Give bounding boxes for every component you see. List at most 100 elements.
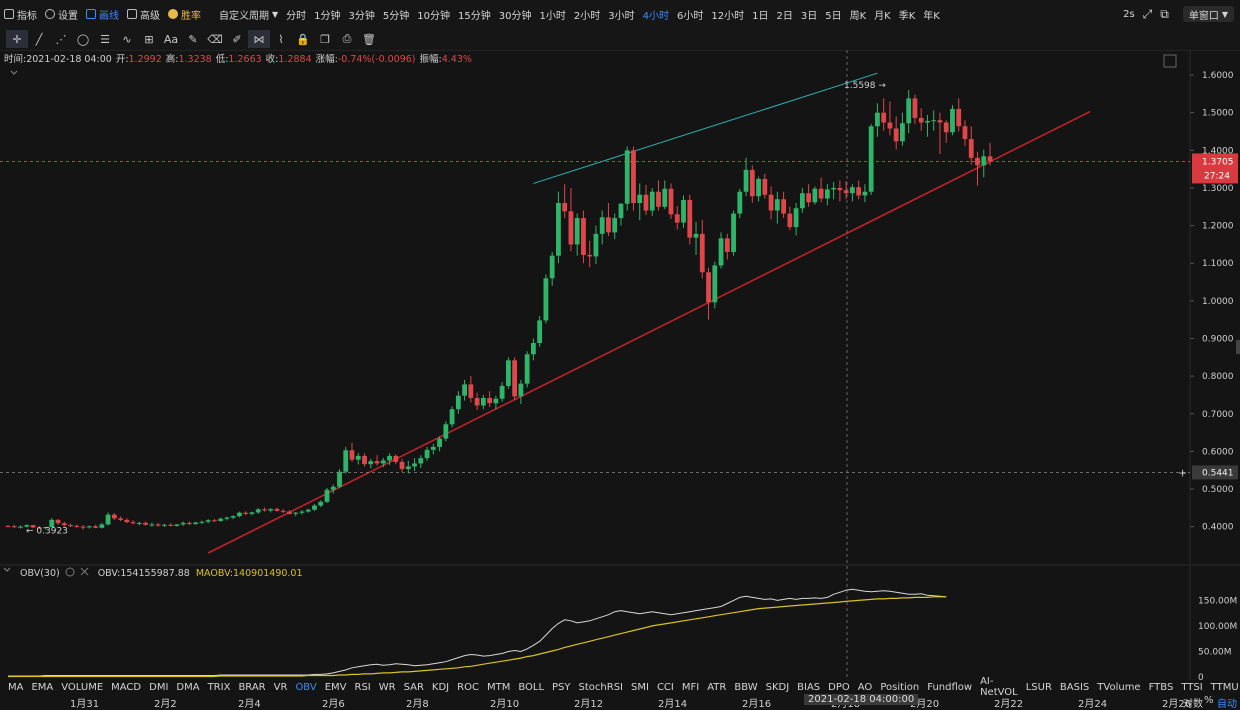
period-15[interactable]: 3日 <box>800 10 818 22</box>
window-mode-dropdown[interactable]: 单窗口 ▼ <box>1182 6 1234 22</box>
indicator-tab-rsi[interactable]: RSI <box>354 681 371 693</box>
indicator-tab-brar[interactable]: BRAR <box>238 681 266 693</box>
indicator-tab-ao[interactable]: AO <box>857 681 873 693</box>
percent-scale-toggle[interactable]: % <box>1204 695 1214 706</box>
period-14[interactable]: 2日 <box>776 10 793 22</box>
copy-icon[interactable]: ❐ <box>320 32 330 46</box>
indicator-tab-ttsi[interactable]: TTSI <box>1181 681 1203 693</box>
indicator-tab-lsur[interactable]: LSUR <box>1025 681 1052 693</box>
period-9[interactable]: 3小时 <box>608 10 635 22</box>
period-6[interactable]: 30分钟 <box>498 10 532 22</box>
indicator-tab-tvolume[interactable]: TVolume <box>1097 681 1141 693</box>
period-1[interactable]: 1分钟 <box>314 10 341 22</box>
candle-body <box>280 510 286 512</box>
indicator-tab-position[interactable]: Position <box>880 681 920 693</box>
period-0[interactable]: 分时 <box>286 10 307 22</box>
period-16[interactable]: 5日 <box>825 10 842 22</box>
indicator-tab-mfi[interactable]: MFI <box>681 681 700 693</box>
indicator-tab-roc[interactable]: ROC <box>457 681 479 693</box>
price-chart[interactable]: 时间:2021-02-18 04:00 开:1.2992 高:1.3238 低:1.2… <box>0 50 1240 680</box>
screenshot-icon[interactable]: ⎙ <box>342 32 352 45</box>
win-rate-button[interactable]: 胜率 <box>164 0 205 28</box>
indicator-tab-emv[interactable]: EMV <box>324 681 347 693</box>
indicators-button[interactable]: 指标 <box>0 0 41 28</box>
period-7[interactable]: 1小时 <box>539 10 566 22</box>
indicator-tab-dma[interactable]: DMA <box>176 681 200 693</box>
expand-chevron-icon[interactable] <box>10 70 18 75</box>
draw-button[interactable]: 画线 <box>82 0 123 28</box>
indicator-tab-ma[interactable]: MA <box>8 681 24 693</box>
pencil-icon[interactable]: ✐ <box>232 32 242 46</box>
indicator-tab-trix[interactable]: TRIX <box>207 681 231 693</box>
period-12[interactable]: 12小时 <box>711 10 745 22</box>
obv-line <box>8 588 947 677</box>
indicator-tab-vr[interactable]: VR <box>273 681 288 693</box>
log-scale-toggle[interactable]: 对数 <box>1183 699 1203 710</box>
indicator-tab-kdj[interactable]: KDJ <box>431 681 450 693</box>
grid-icon[interactable]: ⊞ <box>144 32 154 46</box>
ellipse-icon[interactable]: ◯ <box>76 32 90 46</box>
advanced-button[interactable]: 高级 <box>123 0 164 28</box>
period-19[interactable]: 季K <box>898 10 916 22</box>
indicator-tab-ai-netvol[interactable]: AI-NetVOL <box>980 676 1018 698</box>
period-5[interactable]: 15分钟 <box>458 10 491 22</box>
lower-trendline[interactable] <box>207 110 1091 554</box>
hlines-icon[interactable]: ☰ <box>100 32 110 46</box>
lock-icon[interactable]: 🔒 <box>296 32 310 46</box>
auto-scale-toggle[interactable]: 自动 <box>1217 699 1237 710</box>
indicator-tab-obv[interactable]: OBV <box>295 681 317 693</box>
period-20[interactable]: 年K <box>923 10 940 22</box>
indicator-tab-skdj[interactable]: SKDJ <box>765 681 790 693</box>
indicator-tab-stochrsi[interactable]: StochRSI <box>578 681 623 693</box>
indicator-tab-sar[interactable]: SAR <box>403 681 424 693</box>
period-8[interactable]: 2小时 <box>573 10 601 22</box>
indicator-tab-mtm[interactable]: MTM <box>486 681 511 693</box>
indicator-tab-ftbs[interactable]: FTBS <box>1148 681 1174 693</box>
fullscreen-icon[interactable]: ⤢ <box>1142 6 1153 21</box>
trash-icon[interactable]: 🗑 <box>362 32 376 46</box>
custom-period-dropdown[interactable]: 自定义周期 ▼ <box>219 9 279 22</box>
settings-button[interactable]: 设置 <box>41 0 82 28</box>
indicator-tab-fundflow[interactable]: Fundflow <box>927 681 973 693</box>
collapse-chevron-icon[interactable] <box>3 567 11 572</box>
period-17[interactable]: 周K <box>849 10 867 22</box>
indicator-tab-bbw[interactable]: BBW <box>734 681 758 693</box>
brush-icon[interactable]: ✎ <box>188 32 198 46</box>
indicator-tab-dpo[interactable]: DPO <box>828 681 850 693</box>
line-icon[interactable]: ╱ <box>35 32 43 46</box>
period-2[interactable]: 3分钟 <box>348 10 375 22</box>
magnet-icon[interactable]: ⋈ <box>248 30 270 48</box>
refresh-interval[interactable]: 2s <box>1123 8 1135 20</box>
indicator-tab-dmi[interactable]: DMI <box>149 681 169 693</box>
indicator-tab-ttmu[interactable]: TTMU <box>1210 681 1239 693</box>
crosshair-icon[interactable]: ✛ <box>6 30 28 48</box>
indicator-tab-basis[interactable]: BASIS <box>1059 681 1090 693</box>
resize-handle[interactable] <box>1236 340 1240 354</box>
popout-icon[interactable]: ⧉ <box>1160 6 1169 21</box>
period-11[interactable]: 6小时 <box>676 10 704 22</box>
pattern-icon[interactable]: ⌇ <box>278 32 284 46</box>
maximize-pane-icon[interactable] <box>1163 54 1177 68</box>
close-indicator-icon[interactable] <box>80 567 89 576</box>
indicator-tab-ema[interactable]: EMA <box>31 681 54 693</box>
period-4[interactable]: 10分钟 <box>417 10 451 22</box>
text-icon[interactable]: Aa <box>163 32 179 46</box>
period-3[interactable]: 5分钟 <box>382 10 410 22</box>
wave-icon[interactable]: ∿ <box>122 32 132 46</box>
indicator-tab-macd[interactable]: MACD <box>111 681 142 693</box>
indicator-tab-cci[interactable]: CCI <box>656 681 674 693</box>
indicator-tab-wr[interactable]: WR <box>378 681 396 693</box>
period-10[interactable]: 4小时 <box>642 10 669 22</box>
indicator-tab-volume[interactable]: VOLUME <box>61 681 104 693</box>
indicator-settings-icon[interactable] <box>65 567 75 577</box>
indicator-tab-boll[interactable]: BOLL <box>518 681 545 693</box>
period-18[interactable]: 月K <box>874 10 891 22</box>
fib-icon[interactable]: ⋰ <box>55 32 67 46</box>
indicator-tab-bias[interactable]: BIAS <box>797 681 821 693</box>
indicator-tab-psy[interactable]: PSY <box>552 681 571 693</box>
indicator-tab-smi[interactable]: SMI <box>631 681 649 693</box>
upper-trendline[interactable] <box>533 72 878 184</box>
eraser-icon[interactable]: ⌫ <box>207 32 223 46</box>
indicator-tab-atr[interactable]: ATR <box>707 681 727 693</box>
period-13[interactable]: 1日 <box>752 10 769 22</box>
